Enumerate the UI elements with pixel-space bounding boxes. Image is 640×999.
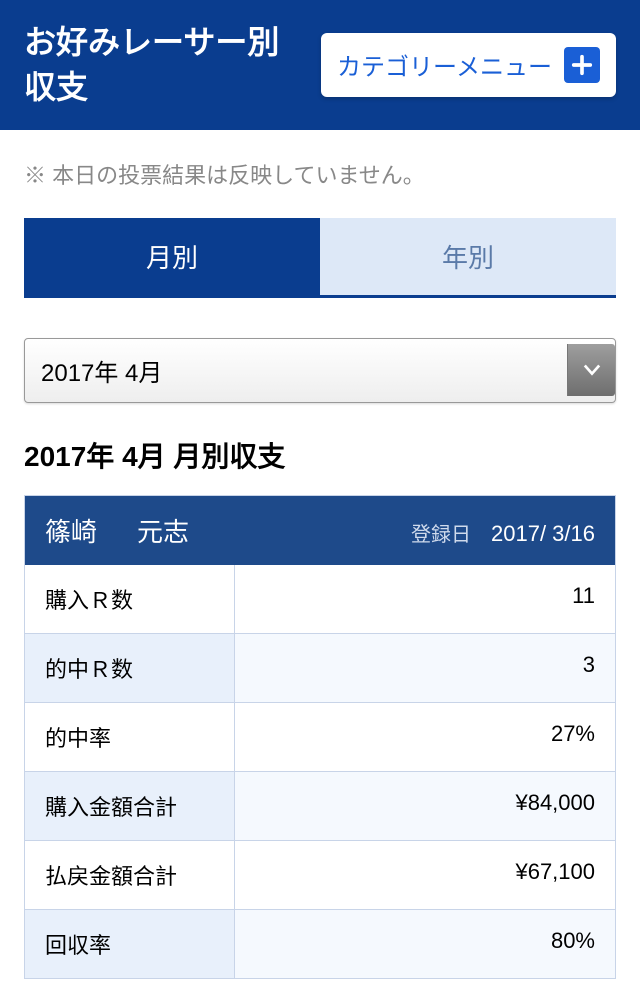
racer-card: 篠崎元志 登録日 2017/ 3/16 購入Ｒ数11的中Ｒ数3的中率27%購入金… <box>24 495 616 979</box>
chevron-down-icon <box>567 344 615 396</box>
stat-value: 80% <box>235 910 615 978</box>
tab-monthly[interactable]: 月別 <box>24 218 320 295</box>
period-select-value: 2017年 4月 <box>25 339 567 402</box>
page-header: お好みレーサー別収支 カテゴリーメニュー <box>0 0 640 130</box>
stat-row: 回収率80% <box>25 909 615 978</box>
period-tabs: 月別 年別 <box>24 218 616 298</box>
stat-row: 払戻金額合計¥67,100 <box>25 840 615 909</box>
racer-name: 篠崎元志 <box>45 512 189 549</box>
notice-text: ※ 本日の投票結果は反映していません。 <box>0 130 640 218</box>
period-select[interactable]: 2017年 4月 <box>24 338 616 403</box>
stat-label: 的中率 <box>25 703 235 771</box>
stat-value: 11 <box>235 565 615 633</box>
page-title: お好みレーサー別収支 <box>24 20 301 110</box>
tab-yearly[interactable]: 年別 <box>320 218 616 295</box>
stat-label: 購入Ｒ数 <box>25 565 235 633</box>
stat-label: 的中Ｒ数 <box>25 634 235 702</box>
stat-row: 購入金額合計¥84,000 <box>25 771 615 840</box>
stat-value: ¥84,000 <box>235 772 615 840</box>
racer-card-header: 篠崎元志 登録日 2017/ 3/16 <box>25 496 615 565</box>
registration-date: 2017/ 3/16 <box>491 521 595 547</box>
category-menu-label: カテゴリーメニュー <box>337 47 552 82</box>
stat-label: 購入金額合計 <box>25 772 235 840</box>
stat-value: 3 <box>235 634 615 702</box>
plus-icon <box>564 47 600 83</box>
registration-label: 登録日 <box>411 518 471 547</box>
stat-row: 的中率27% <box>25 702 615 771</box>
stat-row: 的中Ｒ数3 <box>25 633 615 702</box>
stat-value: ¥67,100 <box>235 841 615 909</box>
stat-label: 払戻金額合計 <box>25 841 235 909</box>
stat-value: 27% <box>235 703 615 771</box>
category-menu-button[interactable]: カテゴリーメニュー <box>321 33 616 97</box>
section-title: 2017年 4月 月別収支 <box>24 435 616 475</box>
stat-row: 購入Ｒ数11 <box>25 565 615 633</box>
stat-label: 回収率 <box>25 910 235 978</box>
